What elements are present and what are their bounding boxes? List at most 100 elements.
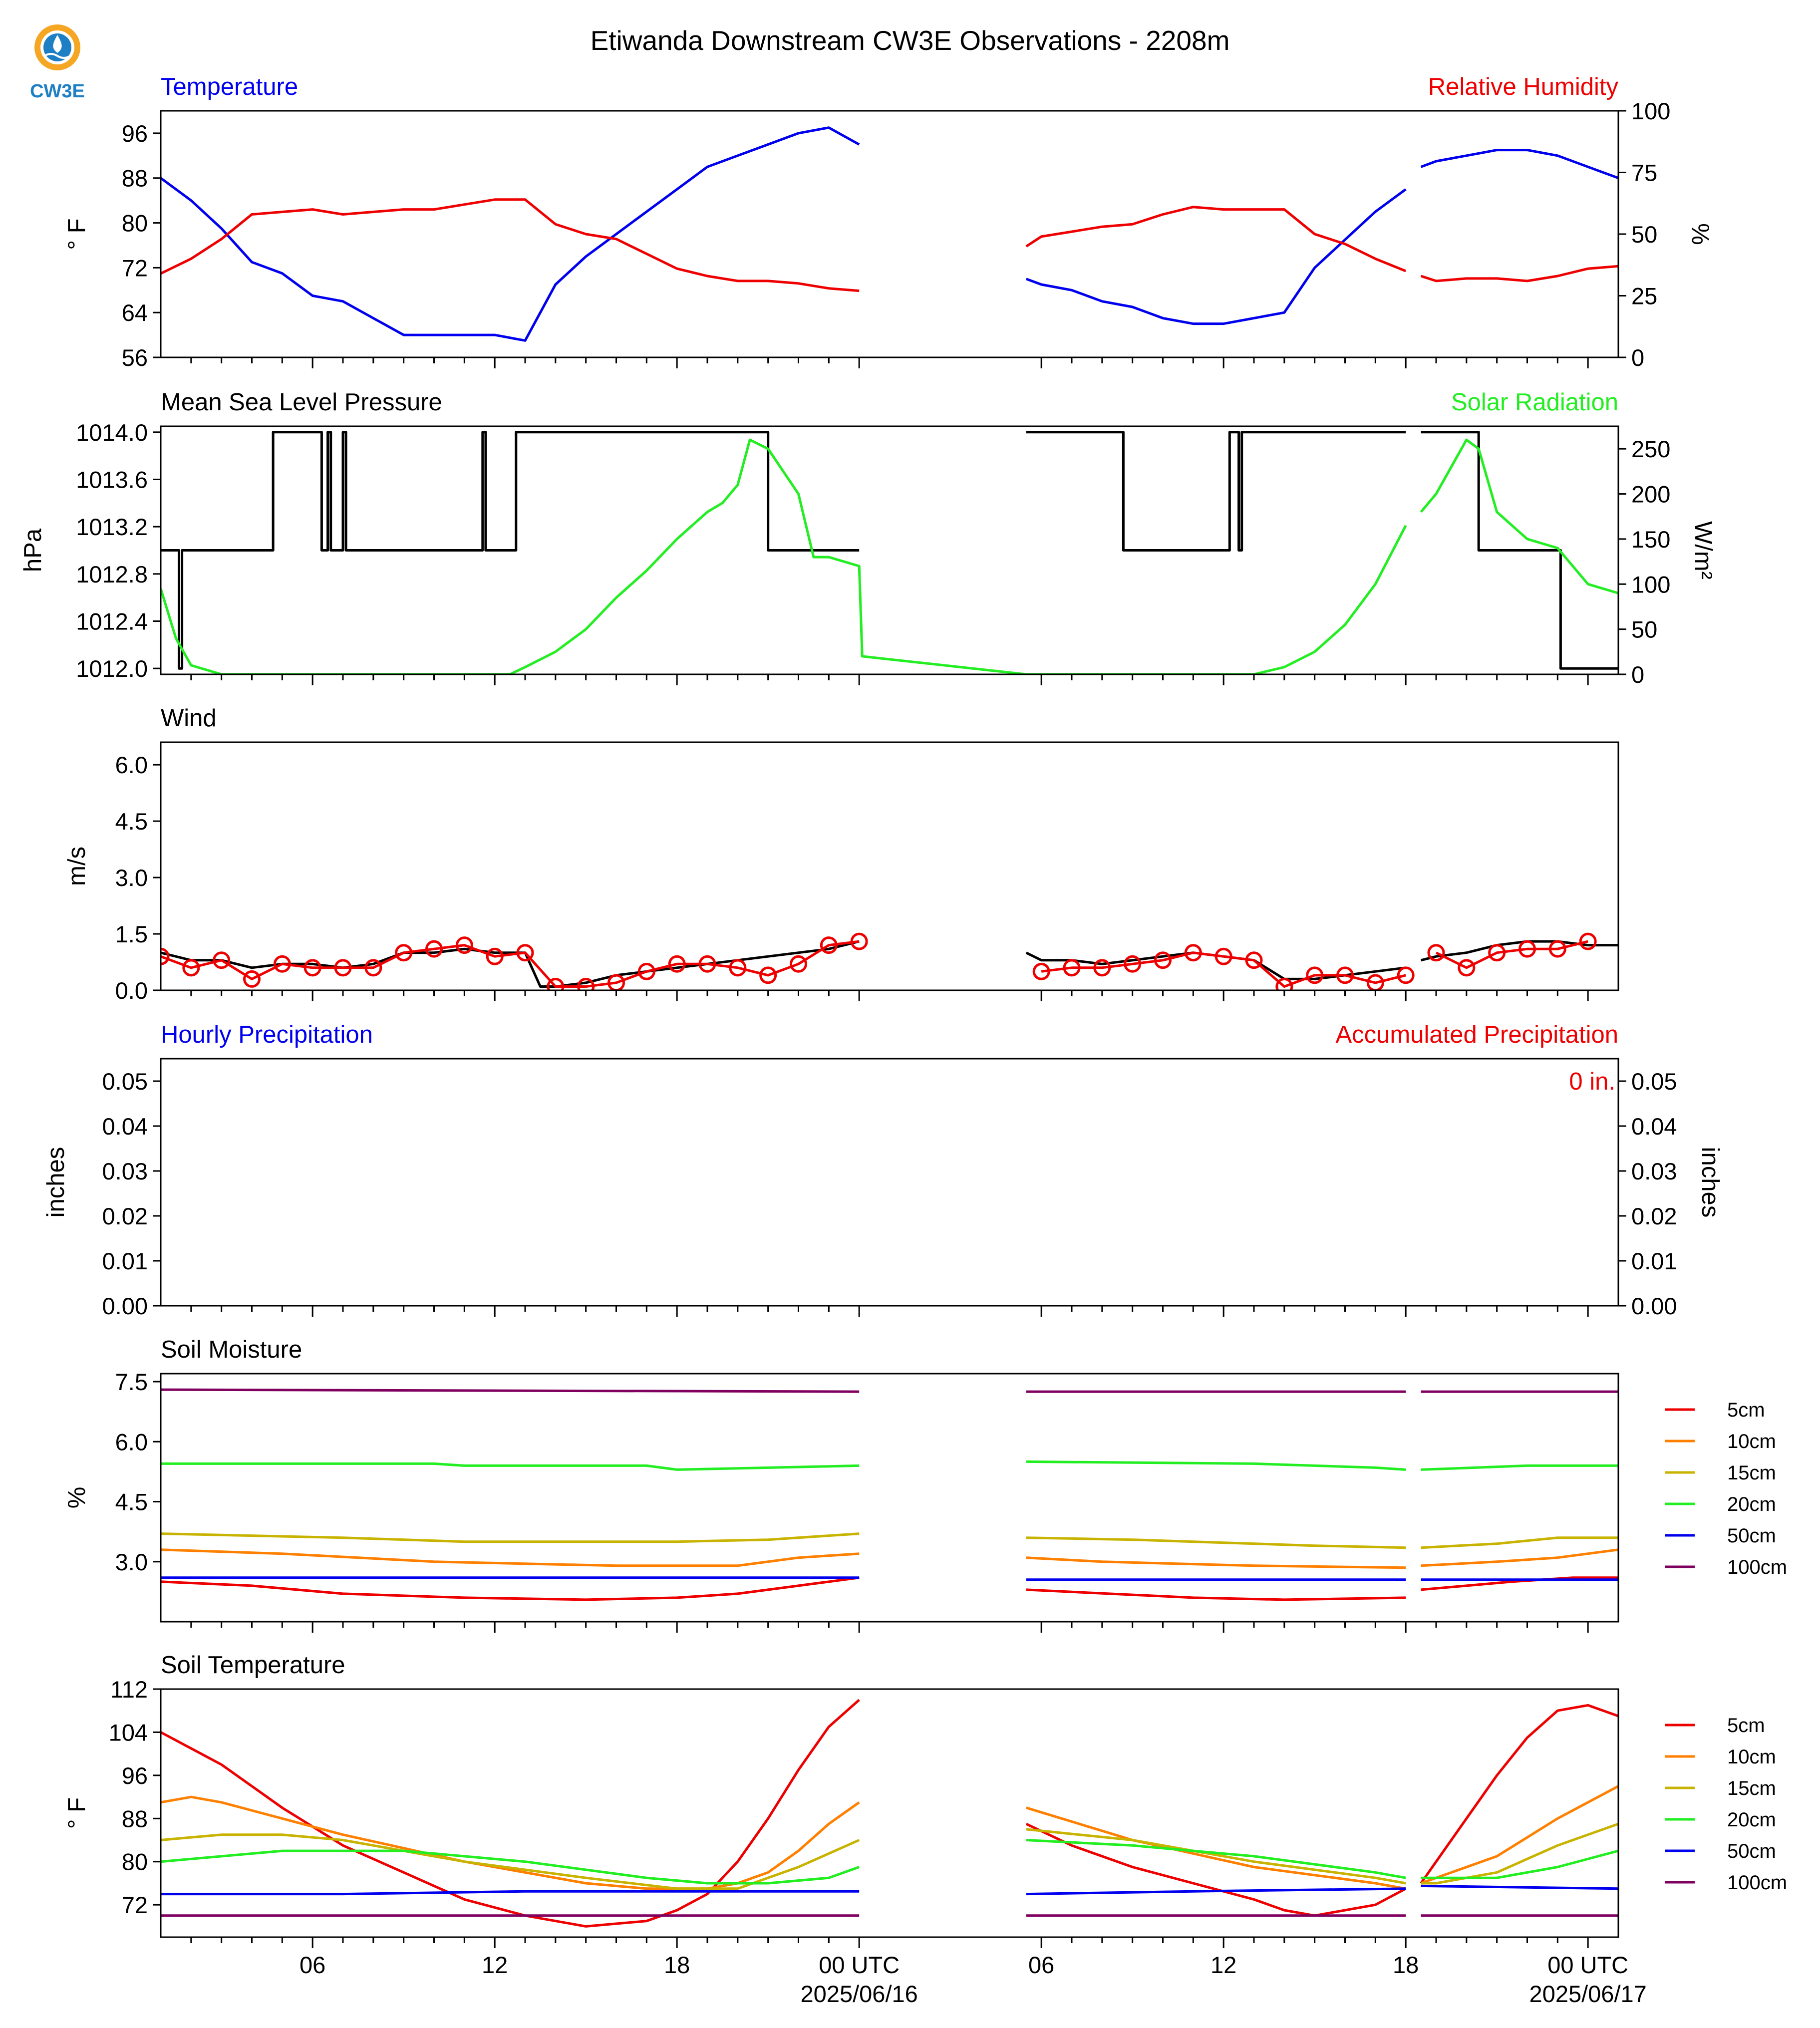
ylabel-left: ° F — [63, 218, 90, 250]
xtick-label: 00 UTC — [819, 1952, 900, 1978]
panel-title-right: Relative Humidity — [1428, 73, 1619, 100]
gust-marker — [213, 951, 231, 969]
gust-marker — [790, 955, 807, 973]
gust-marker — [425, 940, 443, 958]
ytick-label-left: 96 — [122, 1762, 148, 1789]
ylabel-left: ° F — [63, 1797, 90, 1829]
xtick-label: 12 — [482, 1952, 508, 1978]
ytick-label-left: 88 — [122, 1805, 148, 1832]
ylabel-right: W/m² — [1690, 521, 1717, 579]
ytick-label-right: 0.00 — [1631, 1293, 1677, 1319]
legend-label: 100cm — [1727, 1872, 1787, 1894]
series-line-s10 — [161, 1785, 1618, 1890]
ytick-label-right: 250 — [1631, 436, 1670, 462]
legend-label: 10cm — [1727, 1431, 1776, 1452]
gust-marker — [1548, 940, 1566, 958]
series-line-gust — [161, 940, 1588, 988]
panel-title-left: Mean Sea Level Pressure — [161, 389, 442, 416]
gust-marker — [1427, 944, 1445, 962]
series-s10 — [161, 1785, 1618, 1890]
ytick-label-left: 1.5 — [115, 921, 148, 947]
plot-frame — [160, 1373, 1619, 1623]
ytick-label-right: 50 — [1631, 616, 1657, 643]
series-rh — [161, 198, 1618, 292]
xtick-label: 06 — [300, 1952, 325, 1978]
series-d5 — [161, 1576, 1618, 1601]
ytick-label-right: 50 — [1631, 221, 1657, 248]
ytick-label-left: 1014.0 — [76, 419, 148, 446]
cw3e-logo: CW3E — [30, 24, 85, 102]
ytick-label-right: 200 — [1631, 481, 1670, 508]
series-line-rh — [161, 198, 1618, 292]
plot-frame — [160, 425, 1619, 675]
series-gust — [161, 932, 1597, 990]
ytick-label-left: 7.5 — [115, 1369, 148, 1395]
panel-4: Hourly Precipitation Accumulated Precipit… — [42, 1021, 1724, 1319]
ytick-label-right: 0.04 — [1631, 1113, 1677, 1140]
series-line-d15 — [161, 1532, 1618, 1549]
series-line-d50 — [161, 1576, 1618, 1581]
legend-label: 10cm — [1727, 1746, 1776, 1768]
series-d10 — [161, 1548, 1618, 1569]
ytick-label-left: 4.5 — [115, 1489, 148, 1515]
gust-marker — [516, 944, 534, 962]
gust-marker — [486, 947, 504, 965]
ytick-label-left: 1013.2 — [76, 514, 148, 540]
legend-label: 50cm — [1727, 1525, 1776, 1547]
ytick-label-right: 75 — [1631, 160, 1657, 186]
ytick-label-right: 100 — [1631, 571, 1670, 597]
xtick-label: 18 — [664, 1952, 690, 1978]
ylabel-right: inches — [1697, 1147, 1724, 1218]
panel-5: Soil Moisture 3.0 4.5 6.0 7.5% 5cm 10cm 15cm 20c… — [63, 1336, 1787, 1633]
gust-marker — [1214, 947, 1232, 965]
ytick-label-left: 104 — [109, 1719, 148, 1745]
ytick-label-left: 80 — [122, 1849, 148, 1875]
panel-3: Wind 0.0 1.5 3.0 4.5 6.0 m/s — [63, 705, 1619, 1004]
gust-marker — [1579, 932, 1597, 950]
ytick-label-right: 0.01 — [1631, 1248, 1677, 1274]
logo-text: CW3E — [30, 81, 85, 102]
xtick-label: 18 — [1393, 1952, 1419, 1978]
ytick-label-left: 6.0 — [115, 752, 148, 778]
gust-marker — [1184, 944, 1202, 962]
gust-marker — [1245, 951, 1263, 969]
gust-marker — [759, 966, 777, 984]
ytick-label-right: 100 — [1631, 98, 1670, 124]
series-s15 — [161, 1822, 1618, 1890]
series-s50 — [161, 1884, 1618, 1896]
gust-marker — [547, 977, 565, 990]
gust-marker — [1397, 966, 1415, 984]
ytick-label-left: 0.04 — [102, 1113, 148, 1140]
ytick-label-left: 56 — [122, 344, 148, 371]
gust-marker — [364, 959, 382, 977]
gust-marker — [1518, 940, 1536, 958]
panel-title-left: Wind — [161, 705, 217, 732]
ytick-label-left: 0.00 — [102, 1293, 148, 1319]
gust-marker — [668, 955, 686, 973]
ytick-label-left: 80 — [122, 210, 148, 237]
ytick-label-left: 72 — [122, 1892, 148, 1918]
ytick-label-right: 0 — [1631, 661, 1644, 688]
ytick-label-left: 88 — [122, 165, 148, 192]
gust-marker — [334, 959, 352, 977]
gust-marker — [1032, 962, 1050, 980]
series-solar — [161, 438, 1618, 674]
gust-marker — [1336, 966, 1354, 984]
ytick-label-left: 0.02 — [102, 1203, 148, 1229]
xtick-label: 06 — [1028, 1952, 1054, 1978]
gust-marker — [1306, 966, 1324, 984]
gust-marker — [182, 959, 200, 977]
series-line-d20 — [161, 1460, 1618, 1471]
ylabel-left: % — [63, 1487, 90, 1509]
ylabel-left: inches — [42, 1147, 69, 1218]
series-pres — [161, 431, 1618, 670]
panel-title-left: Hourly Precipitation — [161, 1021, 373, 1048]
ytick-label-left: 1012.0 — [76, 655, 148, 682]
gust-marker — [273, 955, 291, 973]
ytick-label-left: 0.05 — [102, 1068, 148, 1095]
series-line-s50 — [161, 1884, 1618, 1896]
legend-label: 20cm — [1727, 1809, 1776, 1831]
gust-marker — [303, 959, 321, 977]
xtick-label: 12 — [1211, 1952, 1236, 1978]
